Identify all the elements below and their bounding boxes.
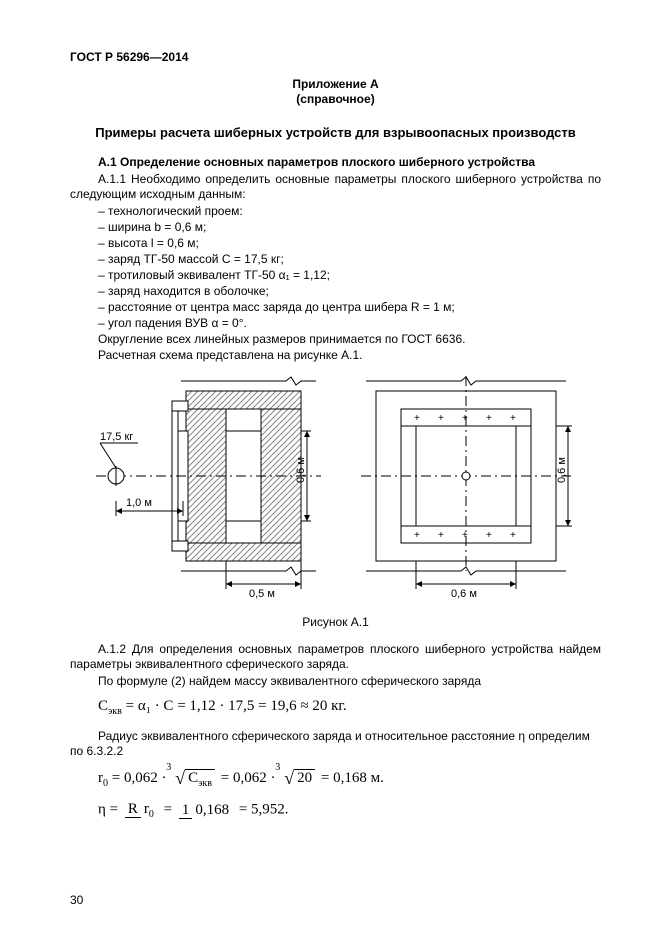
height-label-left: 0,6 м: [295, 457, 307, 483]
input-item: – угол падения ВУВ α = 0°.: [70, 316, 601, 331]
document-id: ГОСТ Р 56296—2014: [70, 50, 601, 65]
charge-label: 17,5 кг: [100, 431, 133, 443]
input-item: – заряд ТГ-50 массой С = 17,5 кг;: [70, 252, 601, 267]
main-heading: Примеры расчета шиберных устройств для в…: [70, 125, 601, 141]
appendix-subtitle: (справочное): [70, 92, 601, 107]
svg-text:+: +: [462, 530, 468, 541]
scheme-note: Расчетная схема представлена на рисунке …: [70, 348, 601, 363]
svg-text:+: +: [486, 413, 492, 424]
rounding-note: Округление всех линейных размеров приним…: [70, 332, 601, 347]
figure-caption: Рисунок А.1: [70, 615, 601, 630]
figure-a1: 17,5 кг 1,0 м 0,6 м 0,5 м: [70, 371, 601, 605]
svg-text:+: +: [486, 530, 492, 541]
formula-r0: r0 = 0,062 · 3√Сэкв = 0,062 · 3√20 = 0,1…: [98, 767, 601, 791]
distance-label: 1,0 м: [126, 497, 152, 509]
left-view: 17,5 кг 1,0 м 0,6 м 0,5 м: [96, 377, 321, 600]
a12-line2: По формуле (2) найдем массу эквивалентно…: [70, 674, 601, 689]
input-item: – технологический проем:: [70, 204, 601, 219]
formula-cekv: Сэкв = α₁ · С = 1,12 · 17,5 = 19,6 ≈ 20 …: [98, 697, 601, 719]
svg-text:+: +: [510, 413, 516, 424]
page-number: 30: [70, 893, 83, 908]
input-item: – расстояние от центра масс заряда до це…: [70, 300, 601, 315]
appendix-title: Приложение А: [70, 77, 601, 92]
a11-intro: А.1.1 Необходимо определить основные пар…: [70, 172, 601, 202]
svg-text:+: +: [438, 413, 444, 424]
svg-text:+: +: [414, 413, 420, 424]
section-a1-heading: А.1 Определение основных параметров плос…: [70, 155, 601, 170]
svg-text:+: +: [414, 530, 420, 541]
input-item: – тротиловый эквивалент ТГ-50 α₁ = 1,12;: [70, 268, 601, 283]
formula-eta: η = Rr0 = 10,168 = 5,952.: [98, 800, 601, 820]
input-item: – ширина b = 0,6 м;: [70, 220, 601, 235]
a12-intro: А.1.2 Для определения основных параметро…: [70, 642, 601, 672]
svg-text:+: +: [438, 530, 444, 541]
svg-text:+: +: [510, 530, 516, 541]
input-item: – заряд находится в оболочке;: [70, 284, 601, 299]
width-label-right: 0,6 м: [451, 588, 477, 600]
height-label-right: 0,6 м: [556, 457, 568, 483]
right-view: + + + + + + + + + + 0,6 м 0,6 м: [361, 376, 572, 600]
width-label-left: 0,5 м: [249, 588, 275, 600]
a12-line3: Радиус эквивалентного сферического заряд…: [70, 729, 601, 759]
svg-text:+: +: [462, 413, 468, 424]
input-item: – высота l = 0,6 м;: [70, 236, 601, 251]
